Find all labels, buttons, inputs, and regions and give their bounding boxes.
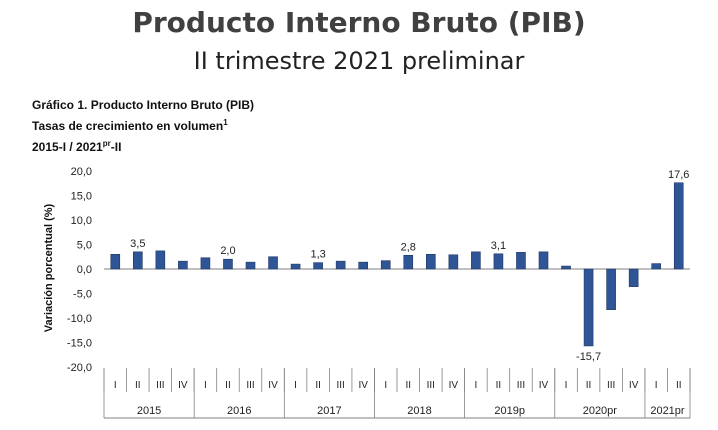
bar (538, 251, 549, 270)
data-label: 17,6 (668, 169, 689, 181)
bar (358, 261, 368, 270)
page-subtitle: II trimestre 2021 preliminar (193, 47, 525, 75)
quarter-label: III (336, 380, 344, 391)
y-tick-label: -10,0 (67, 313, 92, 325)
y-tick-label: 20,0 (71, 166, 92, 178)
bar (493, 253, 504, 270)
data-label: 2,8 (401, 241, 416, 253)
bar (516, 252, 526, 270)
quarter-label: I (565, 380, 568, 391)
quarter-label: II (135, 380, 141, 391)
bar (133, 251, 143, 270)
quarter-label: III (246, 380, 254, 391)
chart-subtitle-text: Tasas de crecimiento en volumen (32, 119, 224, 133)
data-label: 3,1 (491, 240, 506, 252)
quarter-label: IV (449, 380, 459, 391)
quarter-label: II (405, 380, 411, 391)
chart-period-end: -II (110, 140, 122, 154)
bar (628, 268, 639, 287)
y-tick-label: 5,0 (77, 240, 92, 252)
quarter-label: II (315, 380, 321, 391)
chart-heading: Gráfico 1. Producto Interno Bruto (PIB) … (32, 97, 254, 156)
y-tick-label: -20,0 (67, 362, 92, 374)
bar (178, 260, 188, 270)
quarter-label: II (676, 380, 682, 391)
year-label: 2020pr (583, 405, 618, 417)
chart-title: Gráfico 1. Producto Interno Bruto (PIB) (32, 98, 255, 112)
quarter-label: IV (629, 380, 639, 391)
chart-subtitle-footnote: 1 (223, 118, 228, 127)
y-tick-label: -15,0 (67, 338, 92, 350)
y-tick-label: 0,0 (77, 264, 92, 276)
quarter-label: I (114, 380, 117, 391)
page-title: Producto Interno Bruto (PIB) (132, 6, 586, 39)
quarter-label: III (517, 380, 525, 391)
quarter-label: I (474, 380, 477, 391)
bar (606, 268, 616, 310)
chart-axes (103, 268, 691, 419)
bar (335, 260, 346, 270)
year-label: 2021pr (650, 405, 685, 417)
quarter-label: IV (178, 380, 188, 391)
y-tick-label: 15,0 (71, 191, 92, 203)
y-axis-title: Variación porcentual (%) (43, 203, 55, 332)
quarter-label: I (204, 380, 207, 391)
bar (268, 256, 278, 270)
y-tick-label: -5,0 (73, 289, 92, 301)
chart-subtitle: Tasas de crecimiento en volumen1 (32, 114, 254, 135)
quarter-label: II (586, 380, 592, 391)
chart-labels: 20,0 15,0 10,0 5,0 0,0 -5,0 -10,0 -15,0 -20,0 3,5… (67, 166, 690, 417)
y-tick-label: 10,0 (71, 215, 92, 227)
chart-period: 2015-I / 2021pr-II (32, 135, 254, 156)
quarter-label: I (294, 380, 297, 391)
quarter-label: II (496, 380, 502, 391)
quarter-label: I (384, 380, 387, 391)
bar (313, 262, 323, 270)
bar (223, 258, 233, 270)
bar (673, 182, 684, 270)
quarter-label: I (655, 380, 658, 391)
data-label: 1,3 (310, 249, 325, 261)
bar (403, 254, 414, 270)
quarter-label: IV (268, 380, 278, 391)
bar (471, 251, 481, 270)
quarter-label: IV (358, 380, 368, 391)
year-label: 2016 (227, 405, 251, 417)
bar (245, 261, 256, 270)
year-label: 2018 (407, 405, 431, 417)
data-label: 2,0 (220, 245, 235, 257)
quarter-label: III (156, 380, 164, 391)
data-label: -15,7 (576, 351, 601, 363)
bar (380, 260, 391, 270)
quarter-label: IV (539, 380, 549, 391)
bar (561, 265, 571, 270)
bar (583, 268, 594, 347)
bar (290, 263, 301, 270)
quarter-label: III (607, 380, 615, 391)
bar (426, 254, 436, 270)
quarter-label: II (225, 380, 231, 391)
bar (110, 254, 121, 270)
chart-period-start: 2015-I / 2021 (32, 140, 103, 154)
data-label: 3,5 (130, 238, 145, 250)
year-label: 2019p (494, 405, 525, 417)
chart-period-sup: pr (102, 139, 111, 148)
quarter-label: III (427, 380, 435, 391)
bar (155, 250, 166, 270)
year-label: 2017 (317, 405, 341, 417)
chart-bars (110, 182, 684, 347)
bar (651, 263, 661, 270)
bar (200, 257, 211, 270)
bar (448, 254, 459, 270)
year-label: 2015 (137, 405, 161, 417)
